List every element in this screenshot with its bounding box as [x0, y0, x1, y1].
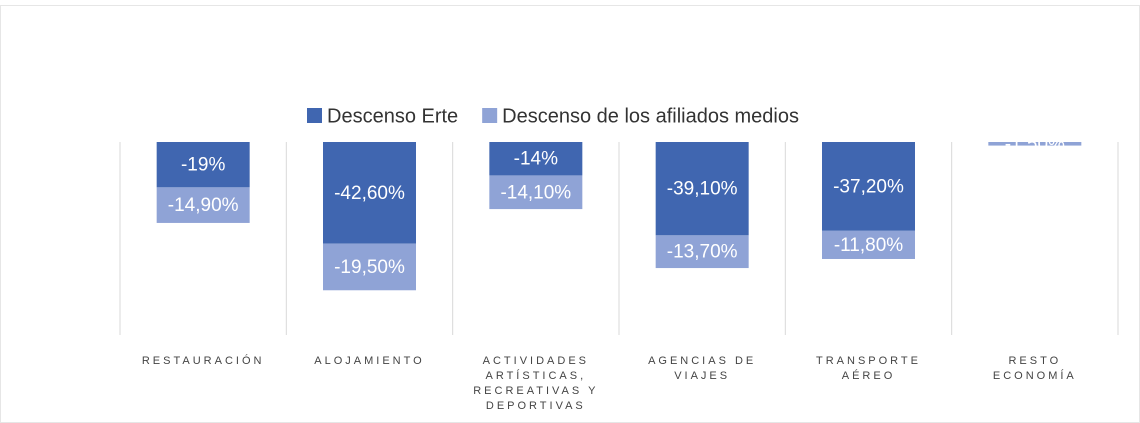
value-label: -42,60% — [334, 183, 405, 204]
bar — [822, 230, 915, 259]
bar — [156, 142, 250, 188]
legend-swatch — [307, 108, 322, 123]
category-label: ALOJAMIENTO — [314, 355, 425, 367]
value-label: -13,70% — [667, 242, 738, 263]
value-label: -14% — [514, 149, 558, 170]
category-label: TRANSPORTE AÉREO — [816, 355, 921, 382]
bar — [822, 142, 915, 231]
bar — [323, 243, 416, 291]
value-label: -14,90% — [168, 195, 239, 216]
bar — [489, 175, 583, 210]
bar — [655, 142, 749, 236]
value-label: -19,50% — [334, 257, 405, 278]
value-label: -39,10% — [667, 179, 738, 200]
bar — [988, 142, 1082, 146]
bar — [156, 187, 250, 223]
bar — [323, 142, 416, 244]
category-label: RESTAURACIÓN — [141, 355, 265, 367]
category-label: ACTIVIDADES ARTÍSTICAS, RECREATIVAS Y DE… — [473, 355, 599, 412]
value-label: -37,20% — [833, 176, 904, 197]
value-label: -19% — [181, 155, 225, 176]
legend-label: Descenso Erte — [327, 105, 458, 127]
value-label: -11,80% — [834, 235, 903, 256]
legend-swatch — [482, 108, 498, 123]
legend-label: Descenso de los afiliados medios — [502, 105, 799, 127]
bar — [489, 142, 583, 176]
category-label: RESTO ECONOMÍA — [992, 355, 1077, 382]
bar — [655, 235, 749, 269]
value-label: -14,10% — [500, 182, 571, 203]
category-label: AGENCIAS DE VIAJES — [648, 355, 757, 382]
value-label: -1,50% — [1005, 134, 1065, 155]
